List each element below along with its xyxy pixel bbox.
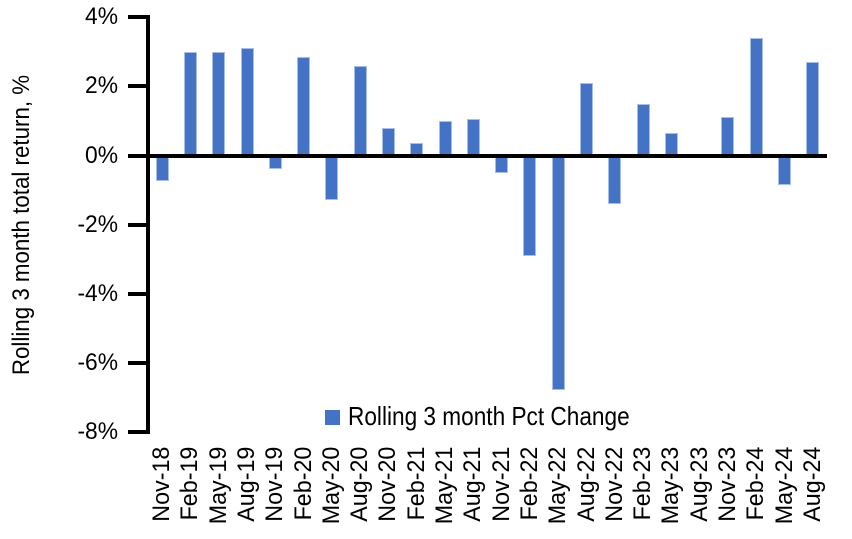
x-tick-label: Aug-23	[685, 446, 713, 522]
x-tick-label: Aug-20	[346, 446, 374, 522]
legend-swatch-icon	[325, 410, 340, 425]
bar	[183, 51, 197, 158]
bar	[438, 120, 452, 158]
x-tick-label: Nov-19	[261, 446, 289, 522]
x-tick-label: Nov-18	[148, 446, 176, 522]
x-tick-label: Feb-19	[176, 446, 204, 521]
x-tick-label: Aug-24	[798, 446, 826, 522]
x-tick-label: Feb-23	[629, 446, 657, 521]
bar	[551, 153, 565, 391]
y-tick-label: 4%	[85, 3, 118, 31]
y-tick-mark	[128, 291, 148, 296]
y-tick-label: -2%	[77, 210, 118, 238]
x-tick-label: Aug-21	[459, 446, 487, 522]
x-tick-label: May-24	[770, 446, 798, 525]
legend: Rolling 3 month Pct Change	[325, 403, 672, 429]
bar	[155, 153, 169, 182]
bar	[466, 119, 480, 158]
bar	[212, 51, 226, 158]
bar	[749, 38, 763, 158]
bar	[523, 153, 537, 256]
y-tick-label: 0%	[85, 141, 118, 169]
y-tick-mark	[128, 153, 148, 158]
y-tick-mark	[128, 84, 148, 89]
x-tick-label: May-20	[317, 446, 345, 525]
y-tick-label: -6%	[77, 348, 118, 376]
zero-axis-line	[146, 153, 827, 158]
x-tick-label: Feb-24	[742, 446, 770, 521]
x-tick-label: Feb-22	[515, 446, 543, 521]
bar	[721, 117, 735, 158]
bar	[778, 153, 792, 185]
legend-label: Rolling 3 month Pct Change	[348, 401, 630, 431]
x-tick-label: Feb-21	[402, 446, 430, 521]
x-tick-label: Nov-22	[600, 446, 628, 522]
bar	[636, 103, 650, 158]
y-tick-mark	[128, 429, 148, 434]
y-tick-mark	[128, 15, 148, 20]
x-tick-label: May-21	[431, 446, 459, 525]
y-tick-mark	[128, 222, 148, 227]
x-tick-label: Nov-21	[487, 446, 515, 522]
x-tick-label: May-23	[657, 446, 685, 525]
y-tick-label: -8%	[77, 417, 118, 445]
y-tick-label: 2%	[85, 72, 118, 100]
x-tick-label: Aug-19	[233, 446, 261, 522]
x-tick-label: Aug-22	[572, 446, 600, 522]
bar	[325, 153, 339, 201]
bar	[240, 48, 254, 158]
bar	[608, 153, 622, 204]
bar	[297, 57, 311, 158]
y-tick-label: -4%	[77, 279, 118, 307]
y-tick-mark	[128, 360, 148, 365]
x-tick-label: Nov-20	[374, 446, 402, 522]
y-axis-line	[146, 15, 150, 434]
x-tick-label: Nov-23	[713, 446, 741, 522]
x-tick-label: May-19	[204, 446, 232, 525]
bar	[353, 65, 367, 158]
bar	[580, 82, 594, 158]
x-tick-label: May-22	[544, 446, 572, 525]
bar	[806, 62, 820, 158]
x-tick-label: Feb-20	[289, 446, 317, 521]
